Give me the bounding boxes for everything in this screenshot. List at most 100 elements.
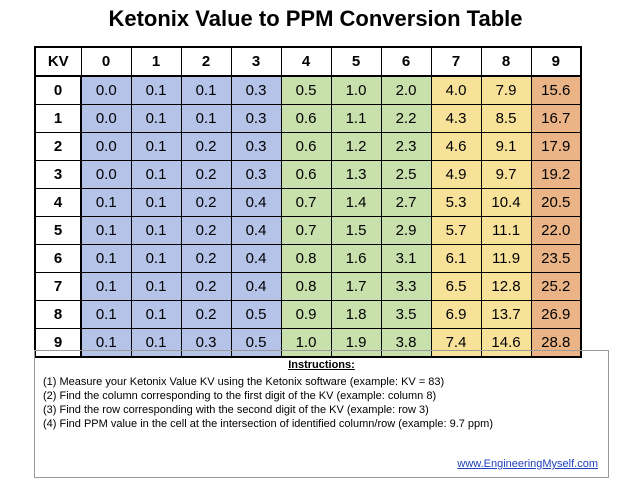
table-cell: 0.8 (280, 244, 332, 273)
row-header: 8 (34, 300, 82, 329)
table-cell: 2.0 (380, 75, 432, 105)
table-row: 0 0.0 0.1 0.1 0.3 0.5 1.0 2.0 4.0 7.9 15.6 (34, 75, 582, 105)
table-cell: 9.1 (480, 132, 532, 161)
table-cell: 0.0 (80, 160, 132, 189)
table-cell: 3.8 (380, 328, 432, 358)
table-cell: 0.0 (80, 132, 132, 161)
row-header: 6 (34, 244, 82, 273)
table-cell: 1.0 (280, 328, 332, 358)
table-cell: 4.6 (430, 132, 482, 161)
table-cell: 0.5 (230, 300, 282, 329)
table-cell: 1.9 (330, 328, 382, 358)
table-cell: 1.1 (330, 104, 382, 133)
table-cell: 2.7 (380, 188, 432, 217)
table-cell: 0.1 (130, 272, 182, 301)
table-row: 7 0.1 0.1 0.2 0.4 0.8 1.7 3.3 6.5 12.8 25.2 (34, 272, 582, 301)
table-cell: 0.2 (180, 272, 232, 301)
table-cell: 11.9 (480, 244, 532, 273)
table-cell: 0.5 (230, 328, 282, 358)
table-cell: 6.9 (430, 300, 482, 329)
website-link[interactable]: www.EngineeringMyself.com (457, 458, 598, 470)
table-cell: 0.6 (280, 132, 332, 161)
table-cell: 0.6 (280, 160, 332, 189)
table-cell: 2.3 (380, 132, 432, 161)
table-cell: 6.5 (430, 272, 482, 301)
table-cell: 0.1 (130, 132, 182, 161)
table-cell: 0.1 (130, 216, 182, 245)
table-cell: 0.2 (180, 244, 232, 273)
table-cell: 3.3 (380, 272, 432, 301)
header-row: KV 0 1 2 3 4 5 6 7 8 9 (34, 46, 582, 77)
column-header: 8 (480, 46, 532, 77)
table-cell: 0.3 (180, 328, 232, 358)
row-header: 5 (34, 216, 82, 245)
table-cell: 0.9 (280, 300, 332, 329)
table-cell: 1.7 (330, 272, 382, 301)
table-cell: 0.1 (130, 328, 182, 358)
table-cell: 3.5 (380, 300, 432, 329)
column-header: 7 (430, 46, 482, 77)
column-header: 1 (130, 46, 182, 77)
row-header: 7 (34, 272, 82, 301)
table-cell: 2.5 (380, 160, 432, 189)
table-cell: 1.5 (330, 216, 382, 245)
table-body: 0 0.0 0.1 0.1 0.3 0.5 1.0 2.0 4.0 7.9 15.6 1 0.0 0.1 0… (34, 75, 582, 358)
table-cell: 7.4 (430, 328, 482, 358)
instruction-step: (2) Find the column corresponding to the… (43, 390, 437, 402)
table-cell: 0.1 (80, 216, 132, 245)
column-header: 0 (80, 46, 132, 77)
table-cell: 0.0 (80, 75, 132, 105)
page-title: Ketonix Value to PPM Conversion Table (108, 6, 523, 31)
table-row: 1 0.0 0.1 0.1 0.3 0.6 1.1 2.2 4.3 8.5 16.7 (34, 104, 582, 133)
row-header: 3 (34, 160, 82, 189)
table-cell: 10.4 (480, 188, 532, 217)
table-cell: 0.8 (280, 272, 332, 301)
table-cell: 4.3 (430, 104, 482, 133)
table-cell: 13.7 (480, 300, 532, 329)
table-cell: 0.0 (80, 104, 132, 133)
table-cell: 0.2 (180, 132, 232, 161)
table-cell: 5.3 (430, 188, 482, 217)
table-cell: 0.1 (130, 300, 182, 329)
row-header: 1 (34, 104, 82, 133)
table-cell: 0.1 (130, 104, 182, 133)
table-cell: 14.6 (480, 328, 532, 358)
conversion-table: KV 0 1 2 3 4 5 6 7 8 9 0 0.0 0.1 0.1 0.3 0.5 1… (34, 46, 582, 358)
table-cell: 17.9 (530, 132, 582, 161)
table-cell: 0.5 (280, 75, 332, 105)
table-row: 4 0.1 0.1 0.2 0.4 0.7 1.4 2.7 5.3 10.4 20.5 (34, 188, 582, 217)
table-cell: 0.4 (230, 216, 282, 245)
table-cell: 25.2 (530, 272, 582, 301)
table-cell: 0.4 (230, 272, 282, 301)
table-row: 5 0.1 0.1 0.2 0.4 0.7 1.5 2.9 5.7 11.1 22.0 (34, 216, 582, 245)
table-cell: 0.3 (230, 104, 282, 133)
table-cell: 0.2 (180, 160, 232, 189)
column-header: 9 (530, 46, 582, 77)
row-header: 4 (34, 188, 82, 217)
instruction-step: (3) Find the row corresponding with the … (43, 404, 429, 416)
table-cell: 22.0 (530, 216, 582, 245)
table-cell: 0.3 (230, 160, 282, 189)
table-cell: 0.1 (80, 244, 132, 273)
table-cell: 9.7 (480, 160, 532, 189)
table-row: 3 0.0 0.1 0.2 0.3 0.6 1.3 2.5 4.9 9.7 19.2 (34, 160, 582, 189)
table-cell: 4.9 (430, 160, 482, 189)
instructions-list: (1) Measure your Ketonix Value KV using … (43, 375, 493, 431)
table-cell: 6.1 (430, 244, 482, 273)
table-cell: 0.2 (180, 300, 232, 329)
table-cell: 1.4 (330, 188, 382, 217)
table-cell: 3.1 (380, 244, 432, 273)
table-cell: 4.0 (430, 75, 482, 105)
instruction-step: (1) Measure your Ketonix Value KV using … (43, 376, 445, 388)
table-cell: 2.9 (380, 216, 432, 245)
row-header: 2 (34, 132, 82, 161)
table-cell: 0.3 (230, 75, 282, 105)
instruction-step: (4) Find PPM value in the cell at the in… (43, 418, 493, 430)
table-cell: 20.5 (530, 188, 582, 217)
table-cell: 7.9 (480, 75, 532, 105)
table-cell: 23.5 (530, 244, 582, 273)
table-cell: 12.8 (480, 272, 532, 301)
table-cell: 1.3 (330, 160, 382, 189)
table-cell: 1.6 (330, 244, 382, 273)
table-cell: 0.3 (230, 132, 282, 161)
